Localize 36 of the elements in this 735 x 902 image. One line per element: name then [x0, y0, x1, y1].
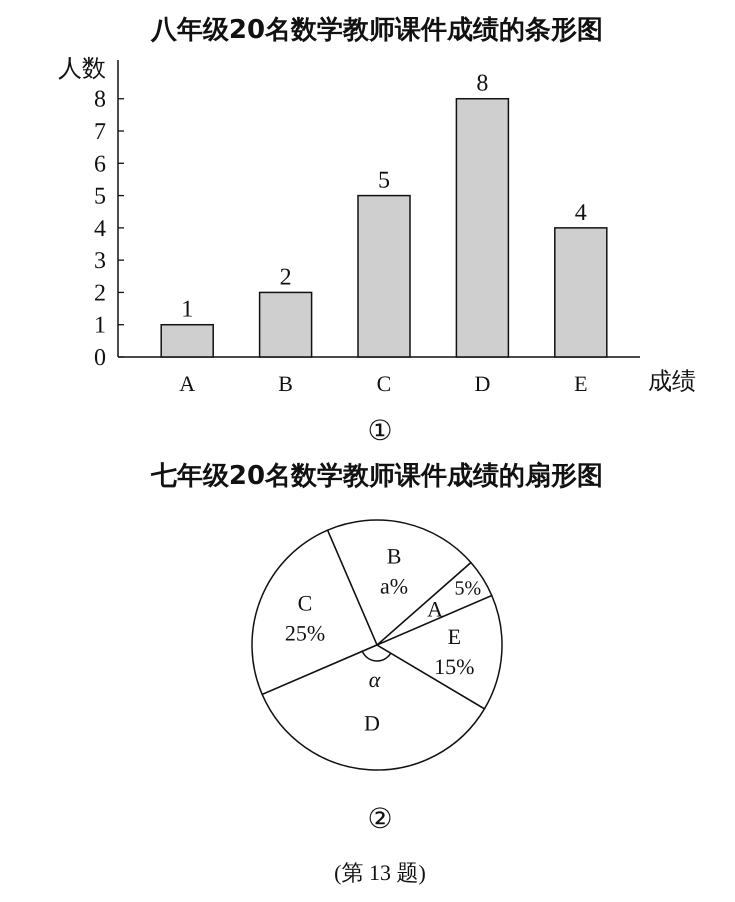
data-label: 4 [574, 200, 587, 226]
x-tick-label: D [474, 371, 490, 396]
chart-title: 七年级20名数学教师课件成绩的扇形图 [150, 461, 604, 491]
x-tick-label: C [376, 371, 392, 396]
y-tick-label: 2 [94, 280, 106, 306]
y-tick-label: 0 [94, 345, 106, 371]
y-tick-label: 6 [94, 151, 106, 178]
data-label: a% [380, 573, 408, 598]
data-label: 25% [284, 620, 326, 646]
x-tick-label: E [574, 371, 588, 396]
data-label: 2 [280, 264, 292, 290]
y-tick-label: 8 [94, 86, 106, 113]
slice-label: E [448, 624, 462, 649]
data-label: 8 [476, 70, 488, 97]
y-tick-label: 4 [94, 216, 106, 242]
data-label: 5 [378, 168, 390, 194]
slice-label: B [386, 543, 402, 568]
slice-label: D [364, 710, 380, 736]
data-label: 5% [454, 578, 482, 600]
text: ① [368, 416, 392, 447]
x-tick-label: A [179, 371, 196, 396]
y-axis-title: 人数 [58, 56, 106, 82]
data-label: 15% [434, 654, 475, 679]
y-tick-label: 5 [94, 184, 106, 210]
y-tick-label: 1 [94, 312, 106, 339]
data-label: 1 [181, 296, 194, 323]
slice-label: C [298, 590, 312, 616]
chart-title: 八年级20名数学教师课件成绩的条形图 [150, 15, 604, 45]
text: ② [368, 804, 392, 835]
x-tick-label: B [278, 371, 293, 396]
y-tick-label: 3 [94, 248, 106, 274]
text: (第 13 题) [334, 860, 426, 885]
slice-label: A [427, 596, 444, 622]
y-tick-label: 7 [94, 119, 106, 146]
text: α [368, 666, 380, 692]
x-axis-title: 成绩 [648, 369, 696, 395]
